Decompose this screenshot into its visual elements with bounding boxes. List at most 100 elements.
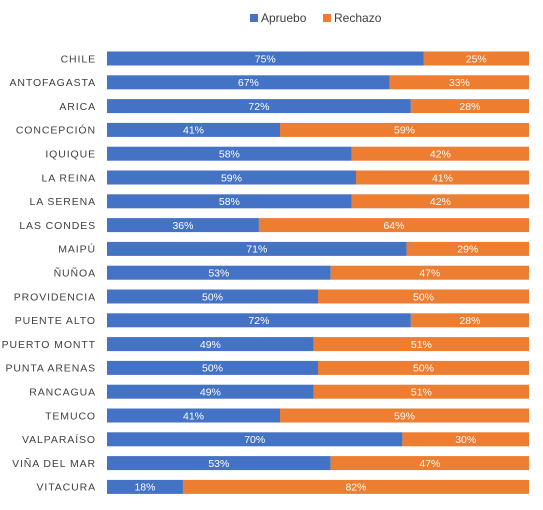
data-label-apruebo-vitacura: 18% [134,482,155,494]
data-label-rechazo-vitacura: 82% [345,482,366,494]
category-label-concepcion: CONCEPCIÓN [16,124,96,137]
category-label-antofagasta: ANTOFAGASTA [9,77,96,89]
data-label-rechazo-iquique: 42% [430,149,451,161]
category-label-punta-arenas: PUNTA ARENAS [5,363,96,375]
data-label-rechazo-maipu: 29% [457,244,478,256]
data-label-rechazo-puente-alto: 28% [459,315,480,327]
data-label-apruebo-antofagasta: 67% [238,77,259,89]
legend-swatch-rechazo [323,14,331,22]
data-label-rechazo-rancagua: 51% [411,387,432,399]
bar-rechazo-la-serena [351,194,529,209]
bar-apruebo-arica [107,99,411,114]
data-label-rechazo-arica: 28% [459,101,480,113]
category-label-arica: ARICA [59,101,96,113]
bar-rechazo-punta-arenas [318,360,529,375]
data-label-apruebo-chile: 75% [255,53,276,65]
bar-rechazo-iquique [351,146,529,161]
bar-apruebo-vitacura [107,479,183,494]
data-label-apruebo-valparaiso: 70% [244,434,265,446]
data-label-rechazo-valparaiso: 30% [455,434,476,446]
category-label-vina-del-mar: VIÑA DEL MAR [12,457,96,470]
legend: Apruebo Rechazo [250,11,382,25]
data-label-rechazo-providencia: 50% [413,291,434,303]
data-label-apruebo-rancagua: 49% [200,387,221,399]
data-label-apruebo-puerto-montt: 49% [200,339,221,351]
bar-apruebo-rancagua [107,384,314,399]
data-label-rechazo-temuco: 59% [394,410,415,422]
data-label-rechazo-puerto-montt: 51% [411,339,432,351]
bar-rechazo-valparaiso [402,432,529,447]
bar-rechazo-antofagasta [389,75,529,90]
data-label-rechazo-vina-del-mar: 47% [419,458,440,470]
bar-apruebo-concepcion [107,122,281,137]
category-label-temuco: TEMUCO [45,410,96,422]
data-label-rechazo-punta-arenas: 50% [413,363,434,375]
data-label-apruebo-las-condes: 36% [172,220,193,232]
bar-apruebo-nunoa [107,265,331,280]
bars: 75% 25% 67% 33% 72% 28% 41% 59% 58% 42% 59% 41% 58% 4… [107,51,529,494]
bar-rechazo-nunoa [330,265,529,280]
bar-apruebo-chile [107,51,424,66]
bar-rechazo-temuco [280,408,529,423]
category-label-vitacura: VITACURA [36,482,96,494]
bar-rechazo-arica [410,99,529,114]
category-label-la-reina: LA REINA [42,172,96,184]
category-label-la-serena: LA SERENA [30,196,96,208]
bar-apruebo-providencia [107,289,318,304]
bar-apruebo-maipu [107,241,407,256]
data-label-apruebo-nunoa: 53% [208,268,229,280]
bar-rechazo-chile [423,51,529,66]
data-label-apruebo-puente-alto: 72% [248,315,269,327]
bar-apruebo-puente-alto [107,313,411,328]
category-label-maipu: MAIPÚ [58,243,96,256]
category-label-nunoa: ÑUÑOA [54,267,96,280]
category-label-providencia: PROVIDENCIA [14,291,96,303]
bar-rechazo-vitacura [182,479,529,494]
data-label-rechazo-nunoa: 47% [419,268,440,280]
bar-rechazo-la-reina [355,170,529,185]
bar-apruebo-la-reina [107,170,356,185]
bar-rechazo-rancagua [313,384,529,399]
legend-label-apruebo: Apruebo [261,11,307,25]
bar-rechazo-vina-del-mar [330,456,529,471]
data-label-apruebo-concepcion: 41% [183,125,204,137]
legend-label-rechazo: Rechazo [334,11,382,25]
data-label-apruebo-arica: 72% [248,101,269,113]
category-label-chile: CHILE [61,53,96,65]
data-label-rechazo-concepcion: 59% [394,125,415,137]
bar-rechazo-puerto-montt [313,337,529,352]
bar-apruebo-iquique [107,146,352,161]
category-label-iquique: IQUIQUE [45,149,96,161]
bar-rechazo-puente-alto [410,313,529,328]
bar-rechazo-maipu [406,241,529,256]
bar-rechazo-providencia [318,289,529,304]
data-label-apruebo-punta-arenas: 50% [202,363,223,375]
category-label-rancagua: RANCAGUA [29,387,96,399]
bar-rechazo-las-condes [258,218,529,233]
data-label-apruebo-providencia: 50% [202,291,223,303]
bar-apruebo-puerto-montt [107,337,314,352]
bar-apruebo-las-condes [107,218,259,233]
bar-rechazo-concepcion [280,122,529,137]
data-label-apruebo-vina-del-mar: 53% [208,458,229,470]
category-label-puerto-montt: PUERTO MONTT [2,339,96,351]
data-label-apruebo-maipu: 71% [246,244,267,256]
bar-apruebo-la-serena [107,194,352,209]
bar-apruebo-antofagasta [107,75,390,90]
data-label-apruebo-la-serena: 58% [219,196,240,208]
data-label-apruebo-iquique: 58% [219,149,240,161]
bar-apruebo-temuco [107,408,281,423]
data-label-apruebo-la-reina: 59% [221,172,242,184]
bar-apruebo-valparaiso [107,432,403,447]
data-label-rechazo-antofagasta: 33% [449,77,470,89]
category-label-las-condes: LAS CONDES [19,220,96,232]
data-label-rechazo-chile: 25% [466,53,487,65]
data-label-rechazo-la-serena: 42% [430,196,451,208]
data-label-rechazo-la-reina: 41% [432,172,453,184]
legend-swatch-apruebo [250,14,258,22]
category-label-puente-alto: PUENTE ALTO [15,315,96,327]
category-label-valparaiso: VALPARAÍSO [22,433,96,446]
category-labels: CHILE ANTOFAGASTA ARICA CONCEPCIÓN IQUIQUE LA… [2,53,96,493]
bar-apruebo-punta-arenas [107,360,318,375]
